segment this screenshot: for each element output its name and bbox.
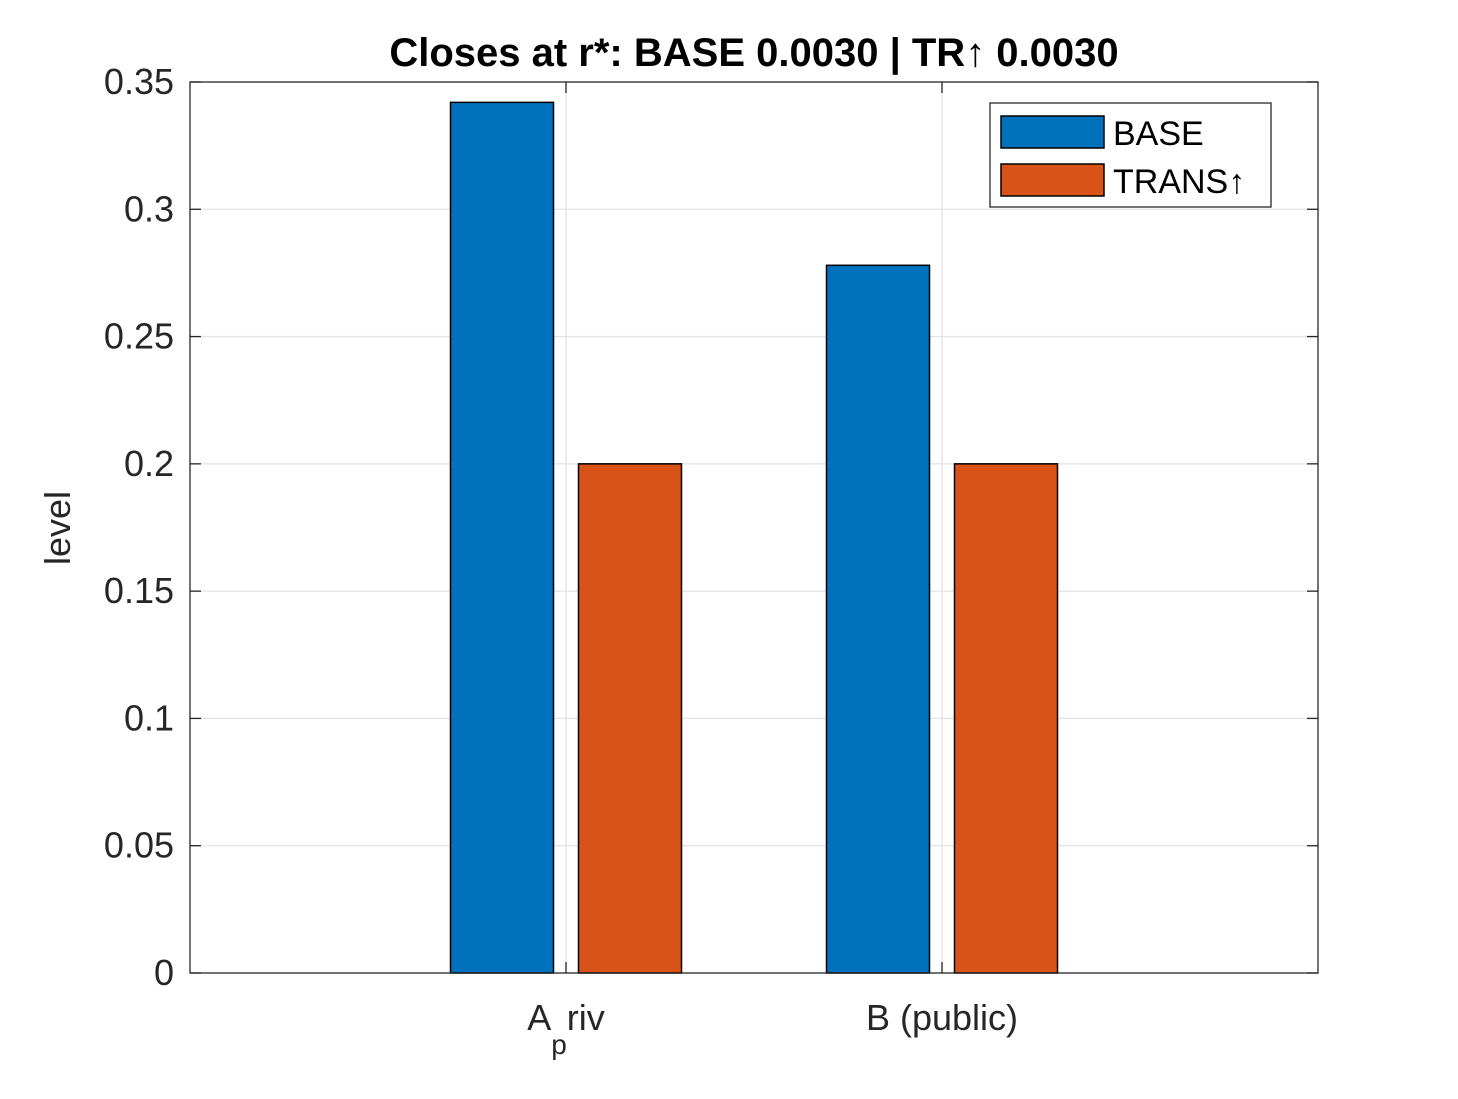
chart-title: Closes at r*: BASE 0.0030 | TR↑ 0.0030 bbox=[389, 31, 1118, 75]
y-tick-label: 0.15 bbox=[104, 570, 174, 611]
y-tick-label: 0.3 bbox=[124, 188, 174, 229]
legend-label: BASE bbox=[1113, 115, 1204, 153]
axis-ticks bbox=[190, 81, 1318, 974]
legend-swatch bbox=[1000, 163, 1105, 197]
axes-frame bbox=[189, 81, 1319, 974]
legend-items: BASE TRANS↑ bbox=[1000, 115, 1245, 201]
bar bbox=[577, 463, 683, 974]
x-tick-label: B (public) bbox=[866, 997, 1018, 1038]
legend-swatch bbox=[1000, 115, 1105, 149]
y-tick-label: 0.35 bbox=[104, 61, 174, 102]
y-tick-label: 0 bbox=[154, 952, 174, 993]
grid-lines bbox=[190, 82, 1318, 973]
legend: BASE TRANS↑ bbox=[989, 102, 1272, 208]
legend-label: TRANS↑ bbox=[1113, 163, 1245, 201]
y-tick-label: 0.25 bbox=[104, 316, 174, 357]
y-tick-labels: 0 0.05 0.1 0.15 0.2 0.25 0.3 0.35 bbox=[104, 61, 174, 993]
y-tick-label: 0.1 bbox=[124, 697, 174, 738]
x-tick-labels: Apriv B (public) bbox=[527, 997, 1018, 1060]
y-axis-label: level bbox=[37, 491, 78, 565]
y-tick-label: 0.2 bbox=[124, 443, 174, 484]
y-tick-label: 0.05 bbox=[104, 825, 174, 866]
x-tick-label: Apriv bbox=[527, 997, 605, 1060]
bar bbox=[953, 463, 1059, 974]
plot-area bbox=[190, 82, 1318, 973]
bar bbox=[825, 264, 931, 974]
bars-group bbox=[449, 101, 1059, 974]
bar bbox=[449, 101, 555, 974]
